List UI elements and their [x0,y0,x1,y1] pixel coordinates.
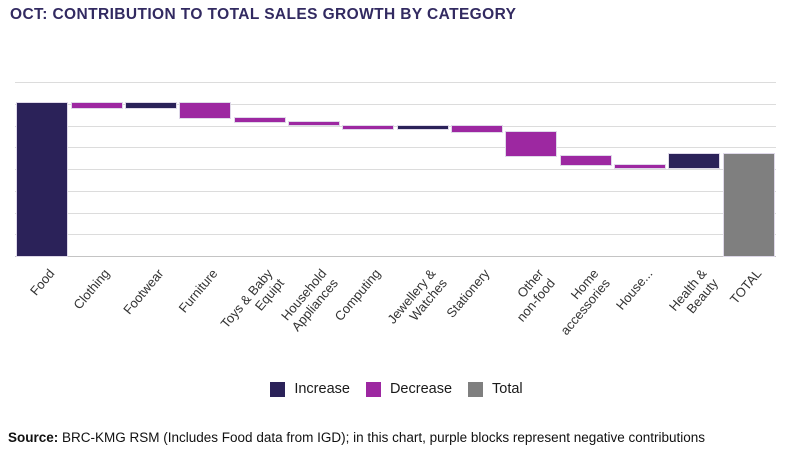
legend-item-total: Total [468,381,523,397]
waterfall-plot-area [15,82,776,257]
bar-other-non-food [505,130,558,158]
decrease-swatch-icon [365,381,381,397]
total-swatch-icon [468,381,484,397]
legend-label-decrease: Decrease [389,381,453,397]
gridline [15,103,776,105]
source-note: Source: BRC-KMG RSM (Includes Food data … [8,430,705,445]
bar-jewellery-watches [396,124,449,131]
legend-label-increase: Increase [294,381,350,397]
gridline [15,169,776,170]
source-text: BRC-KMG RSM (Includes Food data from IGD… [58,430,706,445]
legend-item-increase: Increase [270,381,350,397]
gridline [15,125,776,127]
page-title: OCT: CONTRIBUTION TO TOTAL SALES GROWTH … [10,6,517,23]
gridline [15,82,776,83]
bar-food [16,102,69,257]
bar-clothing [70,102,123,109]
bar-stationery [450,124,504,133]
bar-computing [342,124,395,131]
bar-footwear [124,102,177,109]
gridline [15,212,776,214]
legend: Increase Decrease Total [0,381,793,397]
bar-house [614,164,667,170]
bar-toys-baby-equipt [233,116,286,123]
gridline [15,147,776,149]
source-prefix: Source: [8,430,59,445]
bar-health-beauty [668,153,721,170]
bar-home-accessories [559,155,612,167]
gridline [15,234,776,236]
bar-furniture [179,102,232,119]
x-axis-line [15,256,776,257]
increase-swatch-icon [270,381,286,397]
bar-total [722,153,775,257]
bar-household-appliances [287,120,340,127]
legend-item-decrease: Decrease [365,381,453,397]
legend-label-total: Total [492,381,523,397]
gridline [15,190,776,192]
